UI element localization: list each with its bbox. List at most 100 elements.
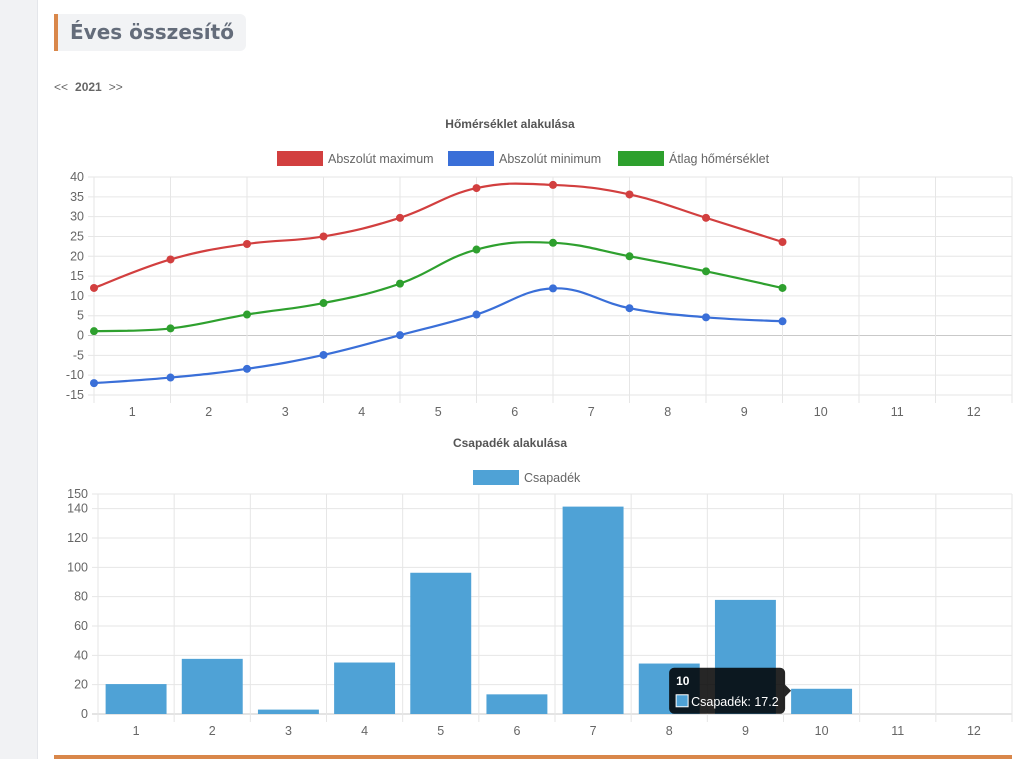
legend-label-2: Abszolút minimum: [499, 152, 601, 166]
bottom-accent-bar: [54, 755, 1012, 759]
data-point: [319, 232, 328, 241]
bar-10: [791, 688, 853, 714]
y-tick-label: 30: [70, 210, 84, 224]
sidebar-strip: [0, 0, 38, 759]
x-tick-label: 10: [815, 724, 829, 738]
data-point: [472, 310, 481, 319]
data-point: [319, 350, 328, 359]
data-point: [166, 255, 175, 264]
data-point: [396, 331, 404, 340]
y-tick-label: 40: [74, 648, 88, 662]
legend-swatch-1: [277, 151, 323, 166]
x-tick-label: 1: [129, 405, 136, 419]
data-point: [243, 239, 251, 248]
y-tick-label: 60: [74, 619, 88, 633]
data-point: [90, 283, 98, 292]
data-point: [90, 379, 98, 388]
legend-swatch-3: [618, 151, 664, 166]
next-year-link[interactable]: >>: [108, 80, 123, 94]
y-tick-label: 150: [67, 487, 88, 501]
data-point: [166, 373, 175, 382]
x-tick-label: 3: [282, 405, 289, 419]
y-tick-label: 0: [77, 329, 84, 343]
y-tick-label: 100: [67, 560, 88, 574]
bar-7: [562, 506, 624, 714]
data-point: [625, 252, 634, 261]
y-tick-label: 40: [70, 170, 84, 184]
bar-5: [410, 572, 472, 714]
y-tick-label: 80: [74, 590, 88, 604]
x-tick-label: 7: [588, 405, 595, 419]
y-tick-label: 120: [67, 531, 88, 545]
data-point: [778, 283, 787, 292]
x-tick-label: 8: [664, 405, 671, 419]
x-tick-label: 6: [511, 405, 518, 419]
series-line-1: [93, 182, 783, 290]
temperature-chart: Abszolút maximum Abszolút minimum Átlag hő…: [66, 151, 1013, 419]
prev-year-link[interactable]: <<: [54, 80, 69, 94]
y-tick-label: 15: [70, 269, 84, 283]
y-tick-label: 140: [67, 502, 88, 516]
data-point: [472, 184, 481, 193]
x-tick-label: 9: [741, 405, 748, 419]
data-point: [702, 267, 710, 276]
data-point: [702, 213, 710, 222]
x-tick-label: 7: [590, 724, 597, 738]
legend-label-3: Átlag hőmérséklet: [669, 151, 770, 166]
legend-label-1: Abszolút maximum: [328, 152, 434, 166]
data-point: [319, 299, 328, 308]
data-point: [243, 364, 251, 373]
y-tick-label: 20: [70, 249, 84, 263]
bar-1: [105, 684, 167, 714]
data-point: [625, 190, 634, 199]
temperature-chart-title: Hőmérséklet alakulása: [445, 117, 575, 131]
x-tick-label: 12: [967, 405, 981, 419]
x-tick-label: 6: [513, 724, 520, 738]
data-point: [778, 317, 787, 326]
x-tick-label: 8: [666, 724, 673, 738]
x-tick-label: 4: [358, 405, 365, 419]
x-tick-label: 2: [209, 724, 216, 738]
bar-2: [181, 658, 243, 714]
x-tick-label: 10: [814, 405, 828, 419]
data-point: [702, 313, 710, 322]
y-tick-label: 35: [70, 190, 84, 204]
y-tick-label: 20: [74, 678, 88, 692]
x-tick-label: 5: [435, 405, 442, 419]
page-title: Éves összesítő: [70, 20, 234, 44]
data-point: [549, 284, 557, 293]
data-point: [625, 304, 634, 313]
tooltip-swatch: [675, 694, 689, 708]
data-point: [396, 279, 404, 288]
y-tick-label: 25: [70, 229, 84, 243]
data-point: [549, 180, 557, 189]
page-heading-box: Éves összesítő: [54, 14, 246, 51]
tooltip-label: Csapadék: 17.2: [691, 695, 779, 709]
data-point: [472, 245, 481, 254]
x-tick-label: 12: [967, 724, 981, 738]
legend-label-precip: Csapadék: [524, 471, 581, 485]
x-tick-label: 4: [361, 724, 368, 738]
year-navigation: << 2021 >>: [54, 80, 123, 94]
data-point: [778, 238, 787, 247]
data-point: [396, 213, 404, 222]
x-tick-label: 5: [437, 724, 444, 738]
precipitation-chart-title: Csapadék alakulása: [452, 436, 568, 450]
y-tick-label: -10: [66, 368, 84, 382]
x-tick-label: 9: [742, 724, 749, 738]
y-tick-label: -15: [66, 388, 84, 402]
tooltip-title: 10: [676, 674, 690, 688]
y-tick-label: 0: [81, 707, 88, 721]
x-tick-label: 1: [133, 724, 140, 738]
bar-6: [486, 694, 548, 714]
legend-swatch-precip: [473, 470, 519, 485]
tooltip-box: [669, 667, 792, 714]
x-tick-label: 3: [285, 724, 292, 738]
y-tick-label: -5: [73, 348, 84, 362]
x-tick-label: 11: [891, 405, 904, 419]
bar-4: [334, 662, 396, 714]
bar-3: [257, 709, 319, 714]
data-point: [243, 310, 251, 319]
data-point: [166, 324, 175, 333]
